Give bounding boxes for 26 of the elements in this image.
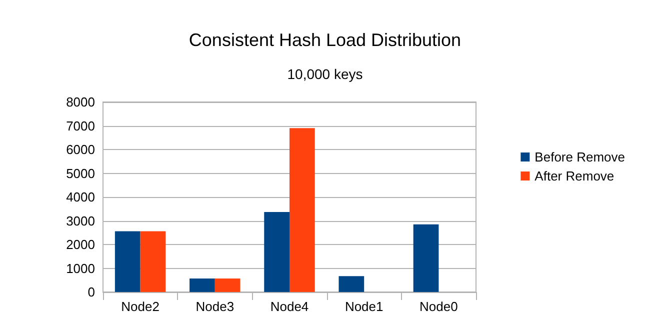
y-tick-label: 8000 (66, 94, 95, 110)
bar (214, 278, 240, 292)
y-tick-label: 2000 (66, 237, 95, 252)
legend-label: Before Remove (534, 150, 626, 164)
x-tick-label: Node4 (270, 299, 309, 314)
bar (290, 128, 315, 292)
bar (413, 224, 439, 292)
y-tick-label: 3000 (66, 213, 95, 228)
x-tick-label: Node2 (121, 299, 160, 314)
legend-label: After Remove (534, 168, 614, 184)
chart-subtitle: 10,000 keys (287, 66, 363, 82)
bar (190, 278, 215, 292)
x-tick-label: Node1 (344, 299, 384, 314)
bar (114, 231, 140, 292)
bar (338, 276, 364, 292)
bar (140, 231, 166, 292)
x-tick-label: Node0 (420, 299, 458, 314)
y-tick-label: 7000 (66, 118, 95, 134)
bar (264, 212, 290, 292)
y-tick-label: 5000 (66, 166, 95, 181)
y-tick-label: 6000 (66, 142, 95, 157)
chart-title: Consistent Hash Load Distribution (188, 30, 462, 50)
x-tick-label: Node3 (196, 299, 234, 314)
y-tick-label: 4000 (66, 190, 95, 204)
y-tick-label: 1000 (66, 260, 95, 276)
y-tick-label: 0 (88, 284, 95, 300)
